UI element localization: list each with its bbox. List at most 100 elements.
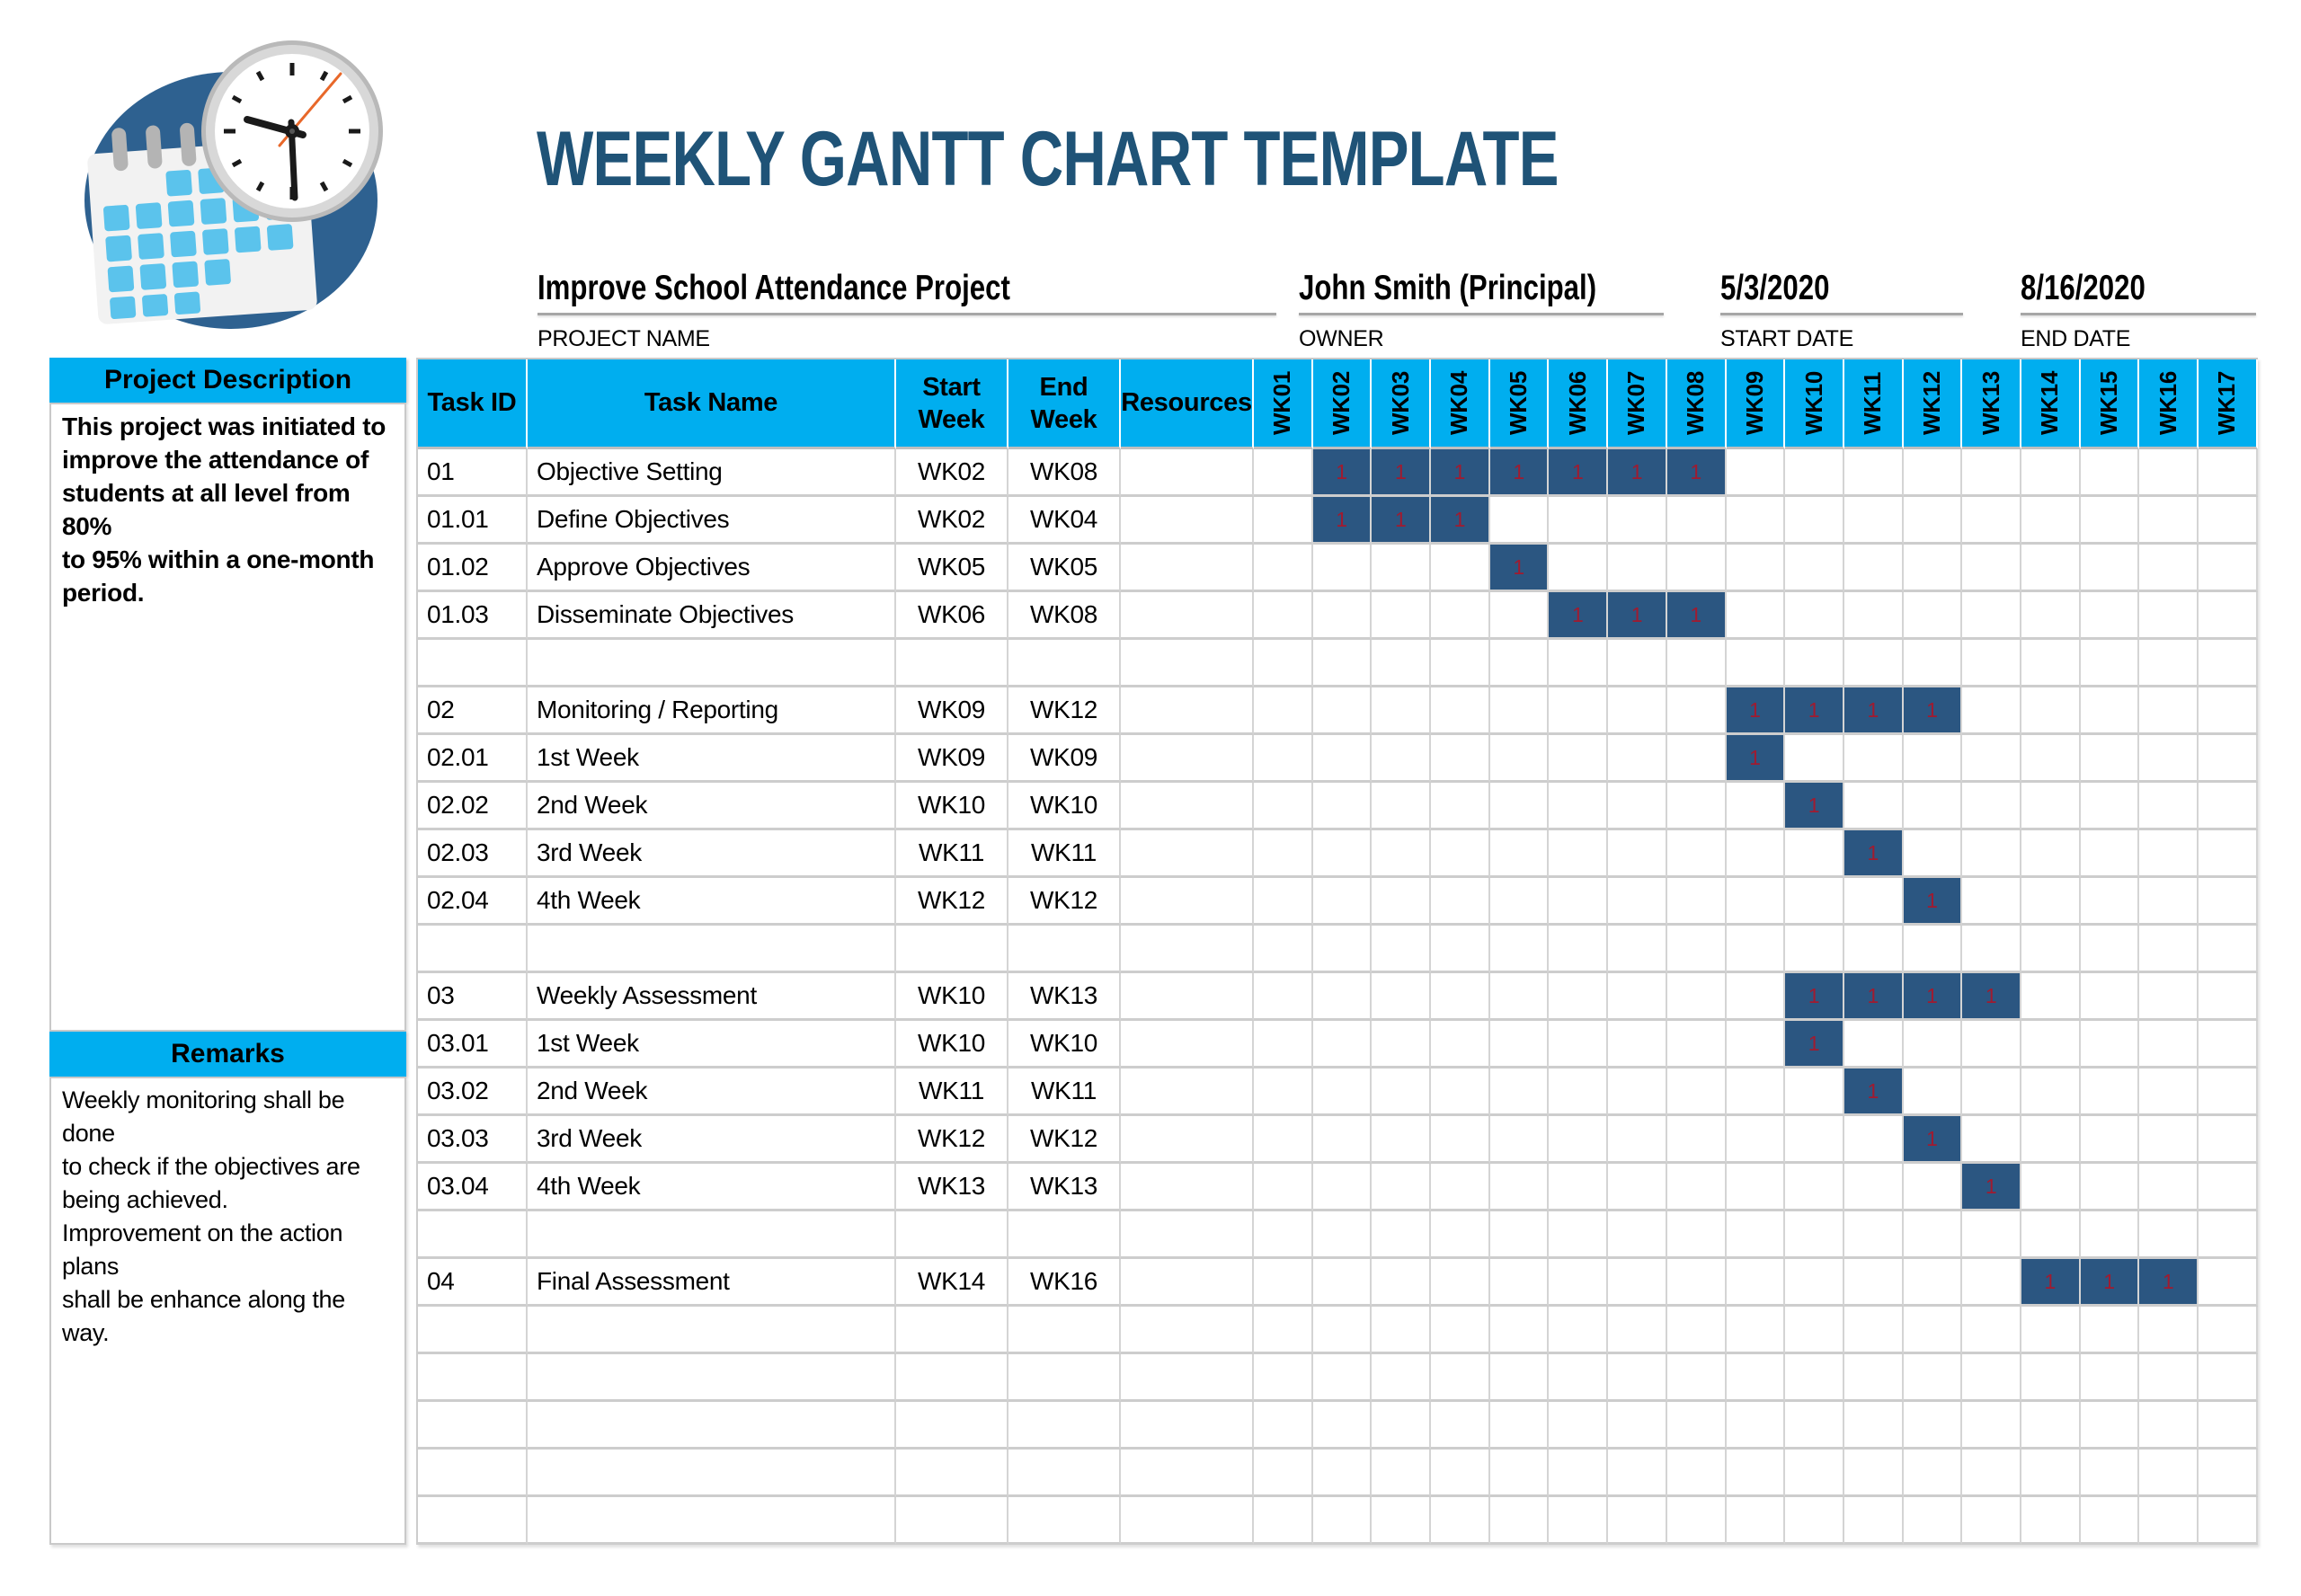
gantt-empty-cell[interactable] xyxy=(1903,1068,1963,1116)
cell-resources[interactable] xyxy=(1121,449,1254,497)
cell-end-week[interactable]: WK08 xyxy=(1008,449,1121,497)
cell-start-week[interactable]: WK02 xyxy=(896,449,1008,497)
cell-end-week[interactable]: WK12 xyxy=(1008,1116,1121,1164)
cell-task-name[interactable]: Final Assessment xyxy=(528,1259,896,1307)
gantt-empty-cell[interactable] xyxy=(1785,735,1844,783)
gantt-empty-cell[interactable] xyxy=(1372,1259,1432,1307)
gantt-empty-cell[interactable] xyxy=(1549,1497,1609,1545)
gantt-empty-cell[interactable] xyxy=(1372,1116,1432,1164)
start-date-value[interactable]: 5/3/2020 xyxy=(1720,269,1830,307)
gantt-empty-cell[interactable] xyxy=(1254,497,1313,545)
gantt-empty-cell[interactable] xyxy=(1785,830,1844,878)
cell-resources[interactable] xyxy=(1121,1211,1254,1259)
gantt-empty-cell[interactable] xyxy=(1726,1354,1786,1402)
gantt-empty-cell[interactable] xyxy=(1489,1450,1550,1497)
gantt-empty-cell[interactable] xyxy=(1254,640,1313,687)
cell-task-id[interactable]: 03 xyxy=(418,973,528,1021)
gantt-empty-cell[interactable] xyxy=(1549,1307,1609,1354)
header-cell-WK04[interactable]: WK04 xyxy=(1431,359,1490,449)
cell-resources[interactable] xyxy=(1121,1259,1254,1307)
gantt-empty-cell[interactable] xyxy=(1549,1211,1609,1259)
cell-task-name[interactable]: Objective Setting xyxy=(528,449,896,497)
gantt-empty-cell[interactable] xyxy=(1312,926,1373,973)
gantt-empty-cell[interactable] xyxy=(1608,1354,1667,1402)
gantt-empty-cell[interactable] xyxy=(1608,1450,1667,1497)
gantt-empty-cell[interactable] xyxy=(1726,449,1786,497)
cell-task-name[interactable] xyxy=(528,1497,896,1545)
gantt-empty-cell[interactable] xyxy=(1549,1354,1609,1402)
gantt-empty-cell[interactable] xyxy=(2199,1211,2258,1259)
gantt-empty-cell[interactable] xyxy=(1726,1211,1786,1259)
gantt-empty-cell[interactable] xyxy=(1372,592,1432,640)
cell-end-week[interactable]: WK11 xyxy=(1008,1068,1121,1116)
gantt-empty-cell[interactable] xyxy=(2139,973,2199,1021)
gantt-empty-cell[interactable] xyxy=(1785,545,1844,592)
gantt-empty-cell[interactable] xyxy=(1903,1450,1963,1497)
gantt-empty-cell[interactable] xyxy=(2021,926,2081,973)
cell-start-week[interactable] xyxy=(896,1450,1008,1497)
gantt-empty-cell[interactable] xyxy=(1312,1354,1373,1402)
cell-task-name[interactable]: 4th Week xyxy=(528,878,896,926)
gantt-empty-cell[interactable] xyxy=(1549,1164,1609,1211)
gantt-empty-cell[interactable] xyxy=(1431,783,1490,830)
gantt-empty-cell[interactable] xyxy=(1312,735,1373,783)
gantt-empty-cell[interactable] xyxy=(1785,1402,1844,1450)
project-name-value[interactable]: Improve School Attendance Project xyxy=(537,269,1010,307)
gantt-empty-cell[interactable] xyxy=(2021,1450,2081,1497)
gantt-empty-cell[interactable] xyxy=(1726,545,1786,592)
gantt-empty-cell[interactable] xyxy=(2199,1497,2258,1545)
gantt-empty-cell[interactable] xyxy=(2139,1497,2199,1545)
gantt-empty-cell[interactable] xyxy=(1489,1402,1550,1450)
gantt-empty-cell[interactable] xyxy=(1785,1354,1844,1402)
gantt-empty-cell[interactable] xyxy=(1254,1068,1313,1116)
cell-task-id[interactable]: 01.02 xyxy=(418,545,528,592)
gantt-empty-cell[interactable] xyxy=(1549,1450,1609,1497)
cell-start-week[interactable] xyxy=(896,640,1008,687)
gantt-empty-cell[interactable] xyxy=(2199,1116,2258,1164)
gantt-empty-cell[interactable] xyxy=(1312,1068,1373,1116)
gantt-empty-cell[interactable] xyxy=(2021,1116,2081,1164)
cell-task-id[interactable]: 02.01 xyxy=(418,735,528,783)
gantt-empty-cell[interactable] xyxy=(1489,592,1550,640)
gantt-empty-cell[interactable] xyxy=(1843,1116,1904,1164)
gantt-empty-cell[interactable] xyxy=(1962,1068,2021,1116)
cell-end-week[interactable]: WK08 xyxy=(1008,592,1121,640)
gantt-empty-cell[interactable] xyxy=(1254,735,1313,783)
gantt-empty-cell[interactable] xyxy=(2080,1021,2140,1068)
gantt-empty-cell[interactable] xyxy=(1489,735,1550,783)
cell-task-name[interactable]: 1st Week xyxy=(528,735,896,783)
gantt-bar-cell[interactable]: 1 xyxy=(2080,1259,2140,1307)
gantt-empty-cell[interactable] xyxy=(1312,640,1373,687)
gantt-empty-cell[interactable] xyxy=(1549,640,1609,687)
gantt-empty-cell[interactable] xyxy=(1608,735,1667,783)
end-date-value[interactable]: 8/16/2020 xyxy=(2021,269,2146,307)
gantt-empty-cell[interactable] xyxy=(1431,1021,1490,1068)
cell-task-id[interactable]: 03.01 xyxy=(418,1021,528,1068)
gantt-empty-cell[interactable] xyxy=(1666,1164,1727,1211)
gantt-empty-cell[interactable] xyxy=(1666,783,1727,830)
gantt-empty-cell[interactable] xyxy=(1903,640,1963,687)
gantt-empty-cell[interactable] xyxy=(1254,878,1313,926)
gantt-empty-cell[interactable] xyxy=(1726,1497,1786,1545)
gantt-bar-cell[interactable]: 1 xyxy=(1372,497,1432,545)
cell-task-id[interactable]: 03.02 xyxy=(418,1068,528,1116)
gantt-empty-cell[interactable] xyxy=(1254,830,1313,878)
cell-end-week[interactable]: WK12 xyxy=(1008,878,1121,926)
gantt-empty-cell[interactable] xyxy=(2021,878,2081,926)
gantt-empty-cell[interactable] xyxy=(1726,1021,1786,1068)
cell-task-name[interactable] xyxy=(528,926,896,973)
cell-end-week[interactable]: WK09 xyxy=(1008,735,1121,783)
gantt-empty-cell[interactable] xyxy=(1666,1450,1727,1497)
gantt-bar-cell[interactable]: 1 xyxy=(1843,687,1904,735)
gantt-empty-cell[interactable] xyxy=(1608,1259,1667,1307)
cell-task-name[interactable]: Approve Objectives xyxy=(528,545,896,592)
cell-end-week[interactable] xyxy=(1008,640,1121,687)
gantt-empty-cell[interactable] xyxy=(1843,640,1904,687)
gantt-empty-cell[interactable] xyxy=(1489,1116,1550,1164)
gantt-empty-cell[interactable] xyxy=(1254,1402,1313,1450)
gantt-empty-cell[interactable] xyxy=(1372,1211,1432,1259)
gantt-empty-cell[interactable] xyxy=(2080,497,2140,545)
gantt-empty-cell[interactable] xyxy=(2199,973,2258,1021)
gantt-empty-cell[interactable] xyxy=(1312,1211,1373,1259)
gantt-empty-cell[interactable] xyxy=(1785,449,1844,497)
